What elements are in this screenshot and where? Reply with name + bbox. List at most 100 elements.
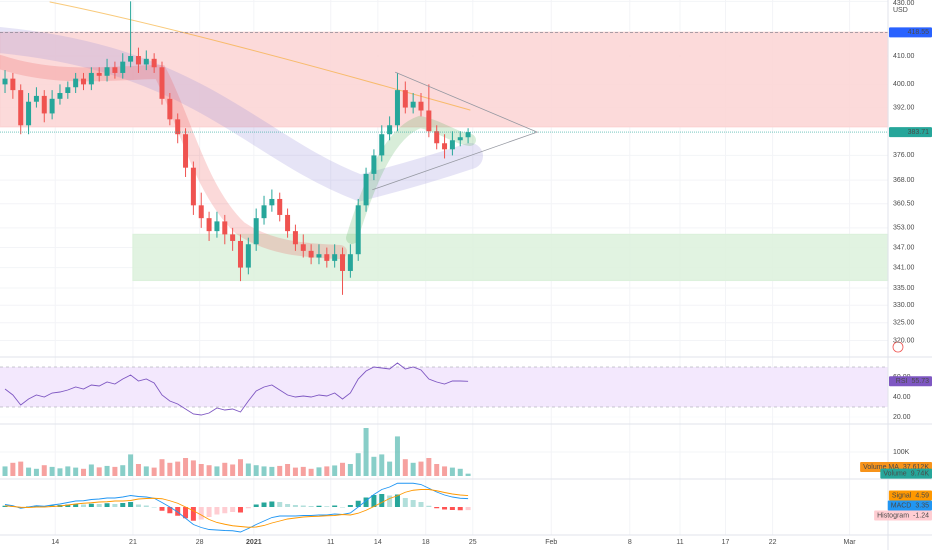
candle-body <box>394 90 400 126</box>
volume-bar <box>230 464 236 476</box>
histogram-bar <box>128 502 134 507</box>
y-tick-label: 335.00 <box>893 285 915 292</box>
zone <box>0 31 889 128</box>
tag-text: Signal <box>892 492 912 499</box>
moving-average <box>49 1 471 111</box>
histogram-bar <box>33 505 39 507</box>
tag-box <box>889 27 932 38</box>
histogram-bar <box>88 503 94 507</box>
volume-bar <box>10 462 16 476</box>
histogram-bar <box>112 504 118 507</box>
candle-body <box>457 137 463 141</box>
x-tick-label: 14 <box>374 539 382 546</box>
candle-body <box>253 218 259 245</box>
axis-tag: 418.55 <box>889 27 932 38</box>
volume-bar <box>387 461 393 476</box>
candle-body <box>269 198 275 206</box>
tag-text: -1.24 <box>913 512 929 519</box>
x-tick-label: 11 <box>327 539 334 546</box>
candle-body <box>198 205 204 219</box>
tag-text: 55.73 <box>911 378 929 385</box>
volume-bar <box>340 462 346 476</box>
candle-body <box>387 125 393 135</box>
candle-body <box>26 101 32 126</box>
x-tick-label: 11 <box>676 539 683 546</box>
volume-bar <box>292 467 298 476</box>
tag-box <box>880 468 932 479</box>
candle-body <box>371 155 377 174</box>
histogram-bar <box>457 507 463 511</box>
histogram-bar <box>332 505 338 507</box>
y-tick-label: 400.00 <box>893 81 915 88</box>
histogram-bar <box>292 505 298 507</box>
histogram-bar <box>308 506 314 507</box>
volume-bar <box>457 468 463 476</box>
events-icon[interactable] <box>892 341 904 353</box>
candle-body <box>190 167 196 206</box>
histogram-bar <box>363 497 369 507</box>
candle-body <box>347 254 353 271</box>
candle-body <box>81 78 87 85</box>
volume-bar <box>355 453 361 476</box>
y-tick-label: 347.00 <box>893 244 915 251</box>
candle-body <box>230 234 236 241</box>
tag-text: 9.74K <box>911 471 930 478</box>
histogram-bar <box>402 498 408 507</box>
volume-bar <box>347 464 353 476</box>
rsi-line <box>4 362 469 416</box>
volume-bar <box>449 467 455 476</box>
histogram-bar <box>449 507 455 510</box>
tag-text: Histogram <box>877 512 909 519</box>
candle-body <box>434 131 440 144</box>
candle-body <box>183 134 189 168</box>
volume-bar <box>49 466 55 476</box>
candle-body <box>292 231 298 245</box>
candle-body <box>340 254 346 271</box>
candle-body <box>135 56 141 65</box>
x-tick-label: Feb <box>545 539 557 546</box>
volume-bar <box>316 467 322 476</box>
tag-text: Volume MA <box>863 464 899 471</box>
candle-body <box>128 56 134 62</box>
volume-bar <box>41 465 47 476</box>
y-tick-label: 410.00 <box>893 53 915 60</box>
candle-body <box>73 78 79 88</box>
histogram-bar <box>159 507 165 511</box>
volume-bar <box>206 465 212 476</box>
volume-bar <box>300 466 306 476</box>
x-tick-label: 2021 <box>246 539 262 546</box>
candle-body <box>379 134 385 156</box>
volume-bar <box>143 466 149 476</box>
x-tick-label: 25 <box>469 539 477 546</box>
ribbon <box>0 27 483 202</box>
tag-text: 37.612K <box>903 464 929 471</box>
volume-bar <box>371 456 377 476</box>
volume-bar <box>175 461 181 476</box>
y-tick-label: 368.00 <box>893 177 915 184</box>
histogram-bar <box>277 502 283 507</box>
volume-bar <box>394 436 400 476</box>
volume-bar <box>88 464 94 476</box>
volume-bar <box>245 463 251 476</box>
histogram-bar <box>324 506 330 507</box>
tag-text: 418.55 <box>908 29 930 36</box>
volume-bar <box>73 467 79 476</box>
volume-bar <box>81 468 87 476</box>
volume-bar <box>253 465 259 476</box>
y-tick-label: 341.00 <box>893 264 915 271</box>
volume-bar <box>57 468 63 476</box>
y-tick-label: 320.00 <box>893 337 915 344</box>
y-tick-label: 40.00 <box>893 394 911 401</box>
tag-text: 3.35 <box>915 502 929 509</box>
rsi-band <box>0 367 888 407</box>
x-tick-label: 18 <box>422 539 430 546</box>
candle-body <box>88 72 94 85</box>
candle-body <box>120 61 126 73</box>
volume-bar <box>418 461 424 476</box>
candle-body <box>65 87 71 94</box>
candle-body <box>222 221 228 235</box>
candle-body <box>49 98 55 114</box>
